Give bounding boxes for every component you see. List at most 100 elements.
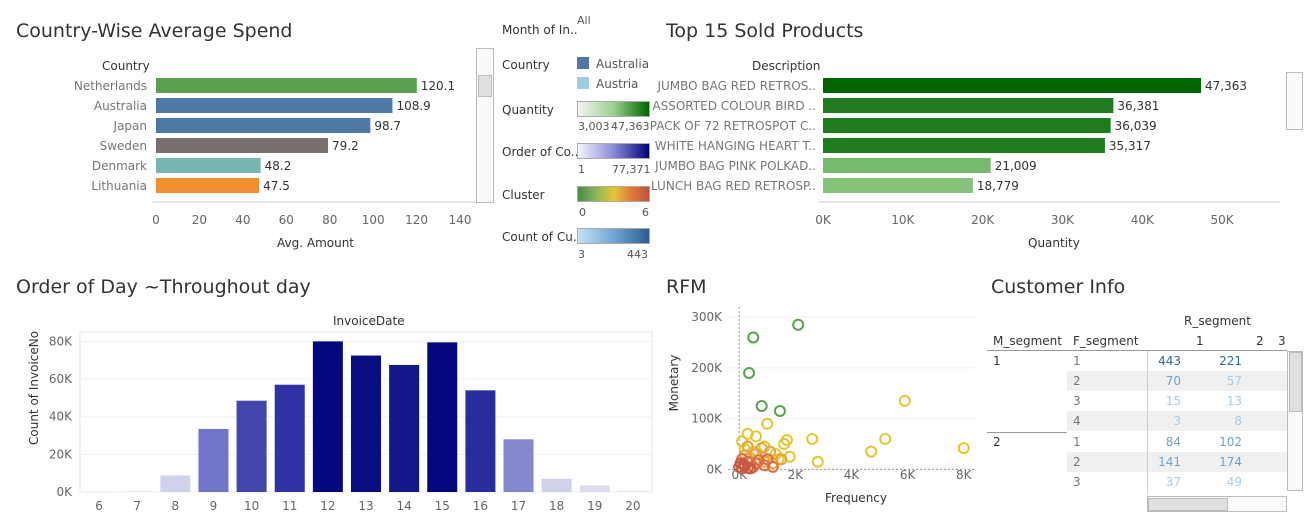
day-bar[interactable]: [236, 400, 267, 492]
day-bar[interactable]: [427, 342, 458, 492]
day-bar[interactable]: [503, 439, 534, 492]
count-cell[interactable]: 3: [1173, 414, 1181, 428]
rfm-point[interactable]: [773, 405, 786, 418]
rfm-point[interactable]: [865, 445, 878, 458]
rfm-point[interactable]: [898, 394, 911, 407]
day-bar[interactable]: [198, 428, 229, 492]
product-bar[interactable]: [823, 78, 1202, 93]
count-cell[interactable]: 443: [1158, 354, 1181, 368]
country-label: Australia: [94, 99, 147, 113]
day-bar[interactable]: [122, 491, 153, 492]
day-bar[interactable]: [351, 355, 381, 492]
legend-item-austria[interactable]: Austria: [596, 77, 639, 91]
count-cell[interactable]: 37: [1165, 475, 1181, 489]
day-x-tick: 20: [625, 499, 640, 513]
day-bar[interactable]: [579, 485, 610, 492]
customer-info-vscroll[interactable]: [1287, 351, 1303, 491]
rfm-point[interactable]: [957, 442, 970, 455]
count-cell[interactable]: 102: [1219, 435, 1242, 449]
day-bar[interactable]: [617, 490, 648, 492]
day-bar[interactable]: [84, 491, 115, 492]
count-cell[interactable]: 57: [1226, 374, 1242, 388]
day-bar[interactable]: [160, 475, 191, 492]
count-cell[interactable]: 8: [1234, 414, 1242, 428]
rfm-point[interactable]: [743, 366, 756, 379]
legend-scrollbar[interactable]: [476, 48, 494, 203]
day-bar[interactable]: [541, 478, 572, 492]
f-segment-value: 2: [1073, 374, 1081, 388]
rfm-y-tick: 300K: [691, 310, 723, 324]
rfm-point[interactable]: [755, 399, 768, 412]
legend-order-max: 77,371: [612, 163, 651, 176]
product-bar[interactable]: [823, 138, 1105, 153]
rfm-point[interactable]: [758, 455, 771, 468]
country-bar[interactable]: [156, 78, 417, 93]
day-bar[interactable]: [312, 341, 343, 492]
rfm-x-tick: 4K: [844, 468, 861, 482]
rfm-point[interactable]: [752, 454, 765, 467]
product-bar[interactable]: [823, 98, 1114, 113]
country-bar[interactable]: [156, 158, 261, 173]
day-bar[interactable]: [274, 384, 305, 492]
product-value-label: 35,317: [1109, 139, 1151, 153]
product-bar[interactable]: [823, 118, 1111, 133]
rfm-point[interactable]: [747, 331, 760, 344]
table-col-divider: [1147, 351, 1148, 494]
count-cell[interactable]: 15: [1165, 394, 1181, 408]
count-cell[interactable]: 49: [1226, 475, 1242, 489]
country-x-tick: 40: [235, 213, 250, 227]
product-bar[interactable]: [823, 158, 991, 173]
day-bar[interactable]: [465, 390, 496, 492]
rfm-point[interactable]: [806, 432, 819, 445]
rfm-point[interactable]: [811, 455, 824, 468]
customer-info-hscroll[interactable]: [1147, 496, 1287, 512]
day-y-tick: 20K: [49, 447, 73, 461]
country-x-tick: 100: [362, 213, 385, 227]
rfm-point[interactable]: [792, 318, 805, 331]
day-chart: 80K 60K 40K 20K 0K 6 7 8 9 10 11 12 13 14 15 16 17 18 19 2…: [49, 331, 653, 513]
rfm-point[interactable]: [778, 438, 791, 451]
product-label: LUNCH BAG RED RETROSP..: [651, 179, 816, 193]
day-x-tick: 19: [587, 499, 602, 513]
country-bar[interactable]: [156, 178, 260, 193]
legend-swatch-australia[interactable]: [577, 57, 589, 69]
count-cell[interactable]: 70: [1165, 374, 1181, 388]
legend-swatch-austria[interactable]: [577, 77, 589, 89]
customer-info-hscroll-thumb[interactable]: [1148, 498, 1228, 511]
rfm-point[interactable]: [761, 417, 774, 430]
product-value-label: 21,009: [995, 159, 1037, 173]
day-y-tick: 40K: [49, 410, 73, 424]
country-bar[interactable]: [156, 98, 393, 113]
rfm-point[interactable]: [744, 462, 757, 475]
day-y-tick: 80K: [49, 334, 73, 348]
count-cell[interactable]: 141: [1158, 455, 1181, 469]
legend-order-ramp: [577, 143, 650, 159]
legend-item-australia[interactable]: Australia: [596, 57, 650, 71]
m-segment-header: M_segment: [993, 334, 1062, 348]
products-chart: JUMBO BAG RED RETROS.. 47,363 ASSORTED COL…: [650, 78, 1280, 227]
customer-info-vscroll-thumb[interactable]: [1289, 352, 1302, 412]
table-row: 2 70 57: [1067, 371, 1287, 391]
country-bar[interactable]: [156, 118, 371, 133]
rfm-point[interactable]: [764, 445, 777, 458]
count-cell[interactable]: 174: [1219, 455, 1242, 469]
day-title: Order of Day ~Throughout day: [16, 276, 311, 298]
count-cell[interactable]: 221: [1219, 354, 1242, 368]
legend-scroll-track[interactable]: [476, 48, 494, 203]
country-bar[interactable]: [156, 138, 328, 153]
count-cell[interactable]: 84: [1165, 435, 1181, 449]
count-cell[interactable]: 13: [1226, 394, 1242, 408]
rfm-point[interactable]: [734, 457, 747, 470]
r-col-2: 2: [1256, 334, 1264, 348]
day-bar[interactable]: [389, 364, 420, 492]
products-scrollbar[interactable]: [1286, 72, 1303, 130]
legend-scroll-thumb[interactable]: [478, 75, 492, 97]
legend-month-value[interactable]: All: [577, 14, 591, 27]
day-x-tick: 18: [549, 499, 564, 513]
rfm-point[interactable]: [879, 432, 892, 445]
rfm-point[interactable]: [766, 460, 779, 473]
products-row-header: Description: [752, 59, 821, 73]
product-bar[interactable]: [823, 178, 973, 193]
rfm-point[interactable]: [761, 453, 774, 466]
rfm-point[interactable]: [750, 430, 763, 443]
